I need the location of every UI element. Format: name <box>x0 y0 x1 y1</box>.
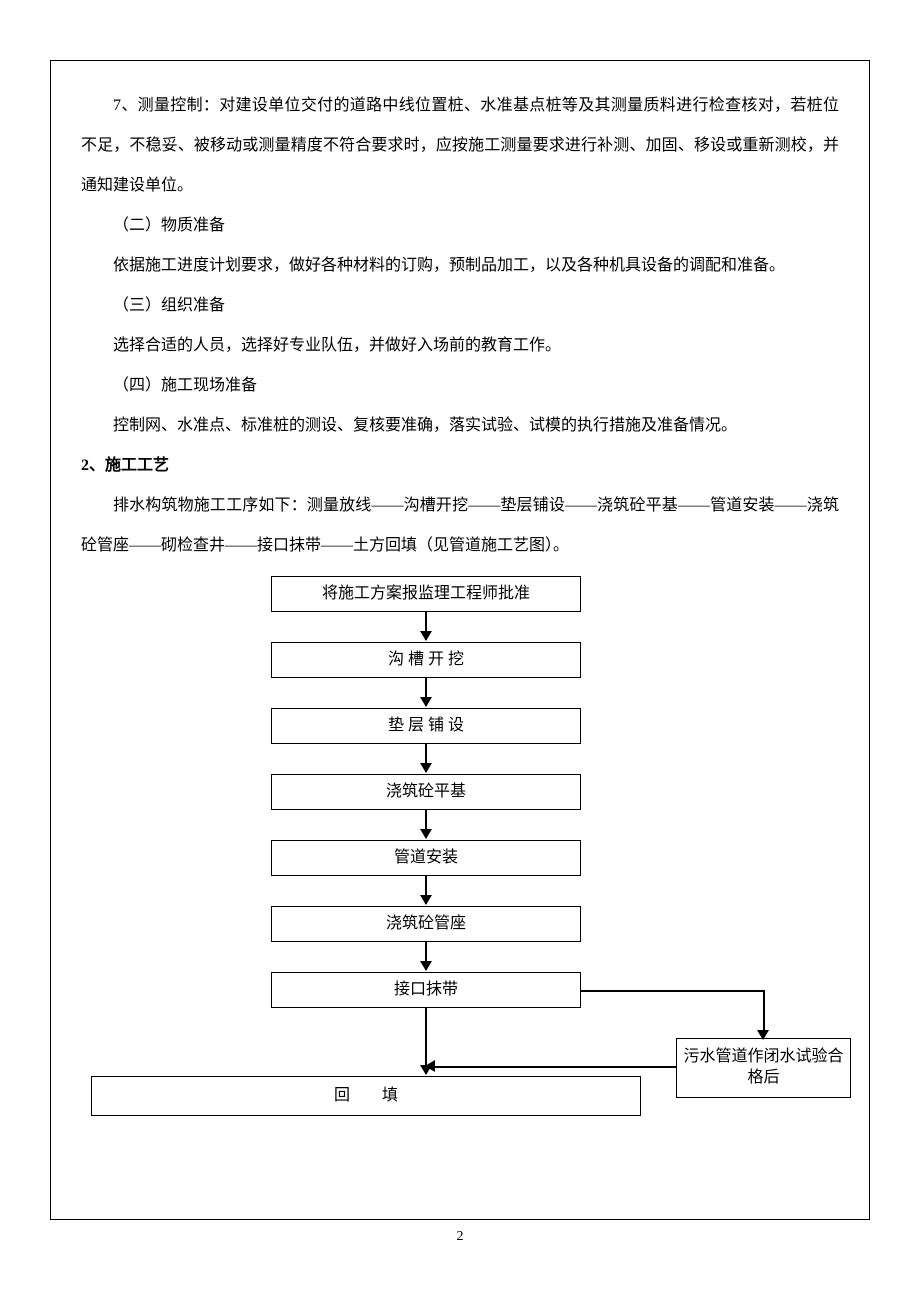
page-number: 2 <box>0 1229 920 1245</box>
flow-node-n0: 将施工方案报监理工程师批准 <box>271 576 581 612</box>
content-frame: 7、测量控制：对建设单位交付的道路中线位置桩、水准基点桩等及其测量质料进行检查核… <box>50 60 870 1220</box>
branch-arrowtip-left <box>425 1060 435 1072</box>
section-2-title: 2、施工工艺 <box>81 446 839 486</box>
page: 7、测量控制：对建设单位交付的道路中线位置桩、水准基点桩等及其测量质料进行检查核… <box>0 0 920 1260</box>
flowchart: 将施工方案报监理工程师批准沟 槽 开 挖垫 层 铺 设浇筑砼平基管道安装浇筑砼管… <box>81 576 839 1136</box>
branch-arrowtip-down <box>757 1030 769 1040</box>
flow-arrow-1 <box>425 678 427 706</box>
flow-node-n3: 浇筑砼平基 <box>271 774 581 810</box>
heading-sub-4: （四）施工现场准备 <box>81 366 839 406</box>
paragraph-sub-4: 控制网、水准点、标准桩的测设、复核要准确，落实试验、试模的执行措施及准备情况。 <box>81 406 839 446</box>
flow-arrow-2 <box>425 744 427 772</box>
flow-node-n5: 浇筑砼管座 <box>271 906 581 942</box>
flow-node-n7: 回 填 <box>91 1076 641 1116</box>
flow-arrow-5 <box>425 942 427 970</box>
flow-node-n8: 污水管道作闭水试验合格后 <box>676 1038 851 1098</box>
branch-vline-1 <box>763 990 765 1030</box>
flow-node-n6: 接口抹带 <box>271 972 581 1008</box>
paragraph-7: 7、测量控制：对建设单位交付的道路中线位置桩、水准基点桩等及其测量质料进行检查核… <box>81 86 839 206</box>
flow-node-n1: 沟 槽 开 挖 <box>271 642 581 678</box>
flow-node-n4: 管道安装 <box>271 840 581 876</box>
heading-sub-3: （三）组织准备 <box>81 286 839 326</box>
branch-hline-2 <box>433 1066 676 1068</box>
heading-sub-2: （二）物质准备 <box>81 206 839 246</box>
paragraph-sub-2: 依据施工进度计划要求，做好各种材料的订购，预制品加工，以及各种机具设备的调配和准… <box>81 246 839 286</box>
flow-arrow-0 <box>425 612 427 640</box>
paragraph-8: 排水构筑物施工工序如下：测量放线——沟槽开挖——垫层铺设——浇筑砼平基——管道安… <box>81 486 839 566</box>
paragraph-sub-3: 选择合适的人员，选择好专业队伍，并做好入场前的教育工作。 <box>81 326 839 366</box>
flow-node-n2: 垫 层 铺 设 <box>271 708 581 744</box>
flow-arrow-3 <box>425 810 427 838</box>
flow-arrow-4 <box>425 876 427 904</box>
branch-hline-1 <box>581 990 763 992</box>
